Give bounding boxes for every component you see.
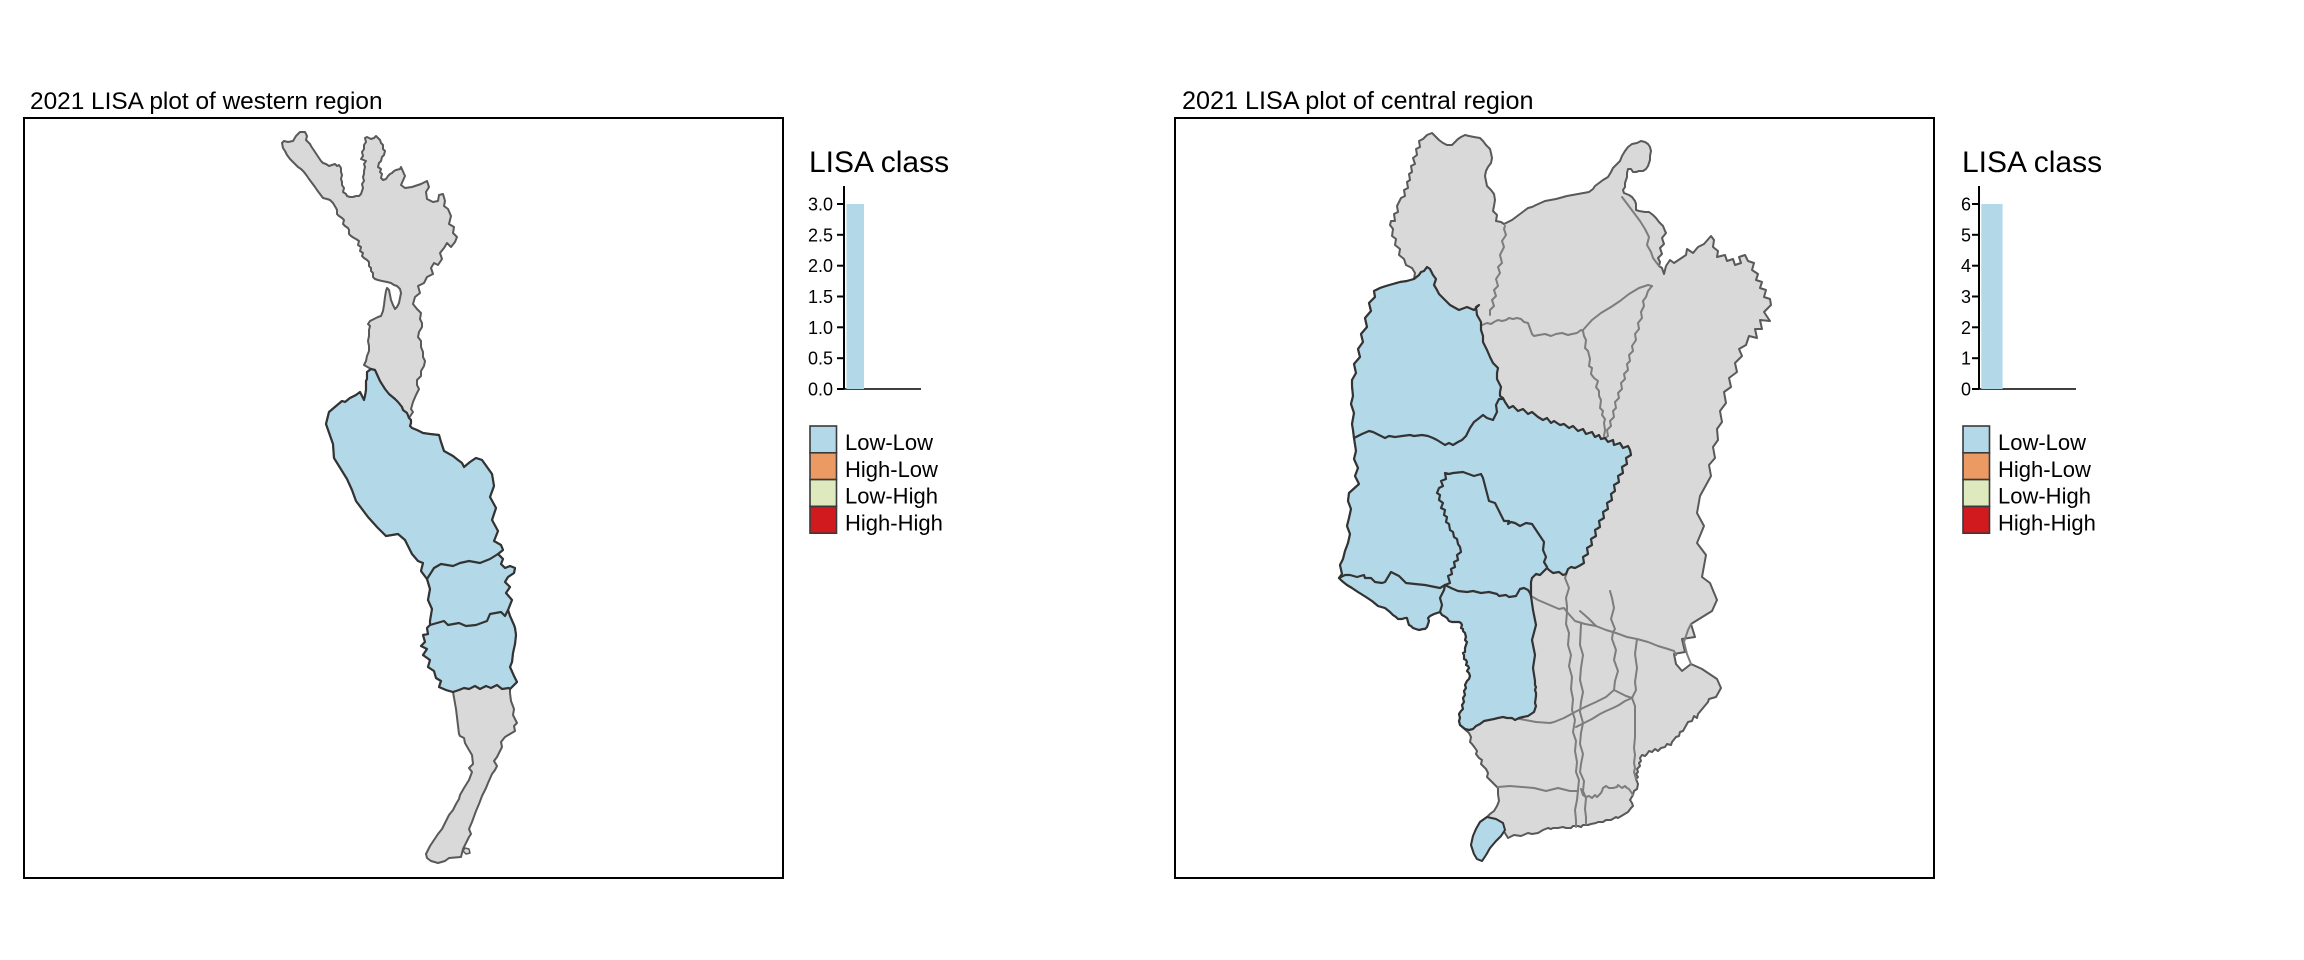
svg-text:High-Low: High-Low bbox=[1998, 457, 2091, 482]
svg-text:1.0: 1.0 bbox=[808, 318, 833, 338]
svg-text:2.0: 2.0 bbox=[808, 256, 833, 276]
svg-text:Low-High: Low-High bbox=[845, 484, 938, 509]
svg-text:3: 3 bbox=[1961, 287, 1971, 307]
svg-text:Low-Low: Low-Low bbox=[1998, 430, 2086, 455]
svg-text:0.5: 0.5 bbox=[808, 349, 833, 369]
svg-text:Low-High: Low-High bbox=[1998, 484, 2091, 509]
svg-text:2.5: 2.5 bbox=[808, 225, 833, 245]
svg-text:LISA class: LISA class bbox=[1962, 146, 2102, 179]
svg-text:4: 4 bbox=[1961, 256, 1971, 276]
svg-text:1.5: 1.5 bbox=[808, 287, 833, 307]
svg-text:1: 1 bbox=[1961, 349, 1971, 369]
svg-text:0: 0 bbox=[1961, 380, 1971, 400]
svg-text:2021 LISA plot of western regi: 2021 LISA plot of western region bbox=[30, 88, 383, 115]
svg-text:2021 LISA plot of central regi: 2021 LISA plot of central region bbox=[1182, 87, 1533, 115]
svg-text:High-High: High-High bbox=[1998, 510, 2096, 535]
svg-text:6: 6 bbox=[1961, 195, 1971, 215]
svg-text:5: 5 bbox=[1961, 225, 1971, 245]
svg-text:3.0: 3.0 bbox=[808, 195, 833, 215]
svg-text:2: 2 bbox=[1961, 318, 1971, 338]
svg-text:High-Low: High-Low bbox=[845, 457, 938, 482]
svg-text:0.0: 0.0 bbox=[808, 380, 833, 400]
svg-text:High-High: High-High bbox=[845, 510, 943, 535]
svg-text:Low-Low: Low-Low bbox=[845, 430, 933, 455]
svg-text:LISA class: LISA class bbox=[809, 146, 949, 179]
